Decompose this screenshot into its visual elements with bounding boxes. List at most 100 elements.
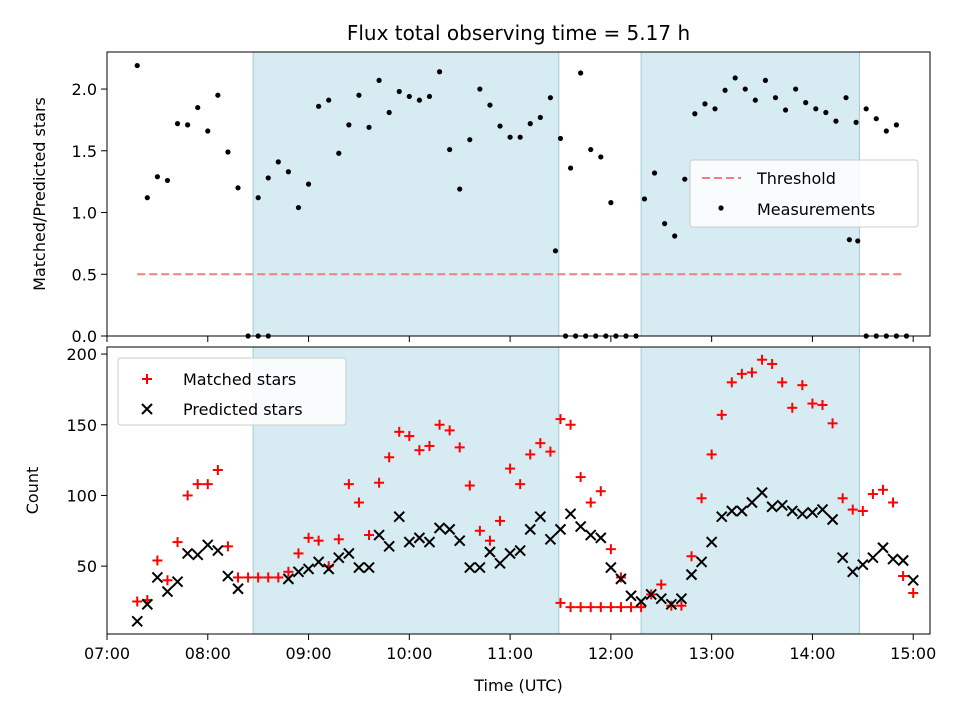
matched-star-point	[605, 602, 616, 613]
matched-star-point	[293, 548, 304, 559]
measurement-point	[416, 97, 423, 103]
measurement-point	[641, 196, 648, 202]
matched-star-point	[132, 596, 143, 607]
measurement-point	[833, 118, 839, 124]
observing-window	[253, 52, 559, 336]
matched-star-point	[817, 399, 828, 410]
matched-star-point	[595, 486, 606, 497]
measurement-point	[823, 109, 829, 116]
measurement-point	[205, 128, 211, 134]
predicted-star-point	[524, 523, 536, 536]
matched-star-point	[565, 419, 576, 430]
legend-measurements-swatch	[718, 205, 724, 211]
x-tick-label: 10:00	[386, 644, 432, 663]
measurement-point	[487, 102, 493, 108]
matched-star-point	[585, 602, 596, 613]
predicted-star-point	[736, 505, 748, 517]
matched-star-point	[253, 572, 264, 583]
measurement-point	[608, 200, 614, 206]
predicted-star-point	[826, 513, 839, 526]
predicted-star-point	[222, 570, 234, 582]
measurement-point	[316, 103, 322, 109]
legend-matched-swatch	[142, 374, 152, 384]
predicted-star-point	[292, 566, 305, 578]
predicted-star-point	[635, 595, 647, 608]
matched-star-point	[152, 555, 163, 566]
matched-star-point	[777, 377, 788, 388]
predicted-star-point	[867, 551, 879, 564]
measurement-point	[682, 176, 688, 182]
measurement-point	[174, 121, 181, 127]
measurement-point	[793, 86, 799, 92]
measurement-point	[712, 106, 718, 112]
top-y-ticks: 0.0 0.5 1.0 1.5 2.0	[72, 80, 107, 346]
x-tick-label: 12:00	[588, 644, 634, 663]
predicted-star-point	[454, 534, 466, 547]
measurement-point	[366, 124, 372, 130]
predicted-star-point	[504, 547, 516, 560]
bottom-y-axis-label: Count	[23, 467, 42, 515]
predicted-star-point	[423, 536, 436, 548]
matched-star-point	[162, 575, 173, 586]
measurement-point	[557, 135, 564, 142]
matched-star-point	[575, 472, 586, 483]
predicted-star-point	[887, 553, 899, 565]
matched-star-point	[343, 479, 354, 490]
measurement-point	[803, 100, 809, 106]
predicted-star-point	[554, 523, 567, 536]
legend-threshold-label: Threshold	[756, 169, 836, 188]
matched-star-point	[787, 402, 798, 413]
measurement-point	[855, 238, 861, 244]
x-tick-label: 09:00	[285, 644, 331, 663]
matched-star-point	[414, 445, 425, 456]
matched-star-point	[555, 597, 566, 608]
measurement-point	[164, 177, 171, 184]
y-tick-label: 2.0	[72, 80, 97, 99]
matched-star-point	[243, 572, 254, 583]
matched-star-point	[434, 419, 445, 430]
predicted-star-point	[625, 590, 637, 602]
predicted-star-point	[171, 575, 184, 588]
x-axis-label: Time (UTC)	[473, 676, 562, 695]
predicted-star-point	[705, 536, 718, 548]
measurement-point	[295, 204, 302, 211]
legend-predicted-label: Predicted stars	[183, 400, 303, 419]
predicted-star-point	[756, 486, 768, 499]
measurement-point	[195, 104, 201, 111]
matched-star-point	[585, 497, 596, 508]
predicted-star-point	[202, 539, 214, 551]
y-tick-label: 100	[66, 486, 97, 505]
measurement-point	[702, 101, 708, 107]
predicted-star-point	[534, 510, 547, 523]
matched-star-point	[182, 490, 193, 501]
predicted-star-point	[816, 503, 829, 516]
predicted-star-point	[403, 536, 416, 548]
matched-star-point	[545, 446, 556, 457]
matched-star-point	[364, 530, 375, 541]
matched-star-point	[767, 358, 778, 369]
y-tick-label: 200	[66, 345, 97, 364]
predicted-star-point	[645, 588, 657, 601]
matched-star-point	[233, 572, 244, 583]
matched-star-point	[636, 602, 647, 613]
matched-star-point	[555, 414, 566, 425]
y-tick-label: 0.5	[72, 265, 97, 284]
measurement-point	[477, 86, 483, 92]
predicted-star-point	[877, 542, 889, 554]
matched-star-point	[464, 480, 475, 491]
matched-star-point	[888, 497, 899, 508]
observing-window	[641, 347, 860, 634]
predicted-star-point	[433, 522, 446, 534]
predicted-star-point	[907, 574, 919, 586]
measurement-point	[651, 170, 658, 176]
predicted-star-point	[393, 510, 405, 523]
bottom-plot-frame	[106, 346, 931, 635]
predicted-star-point	[574, 520, 587, 533]
predicted-star-point	[665, 598, 678, 611]
matched-star-point	[716, 409, 727, 420]
predicted-star-point	[544, 533, 557, 545]
predicted-star-point	[564, 508, 577, 520]
measurement-point	[275, 159, 281, 165]
measurement-point	[853, 119, 859, 125]
measurement-point	[467, 137, 473, 143]
